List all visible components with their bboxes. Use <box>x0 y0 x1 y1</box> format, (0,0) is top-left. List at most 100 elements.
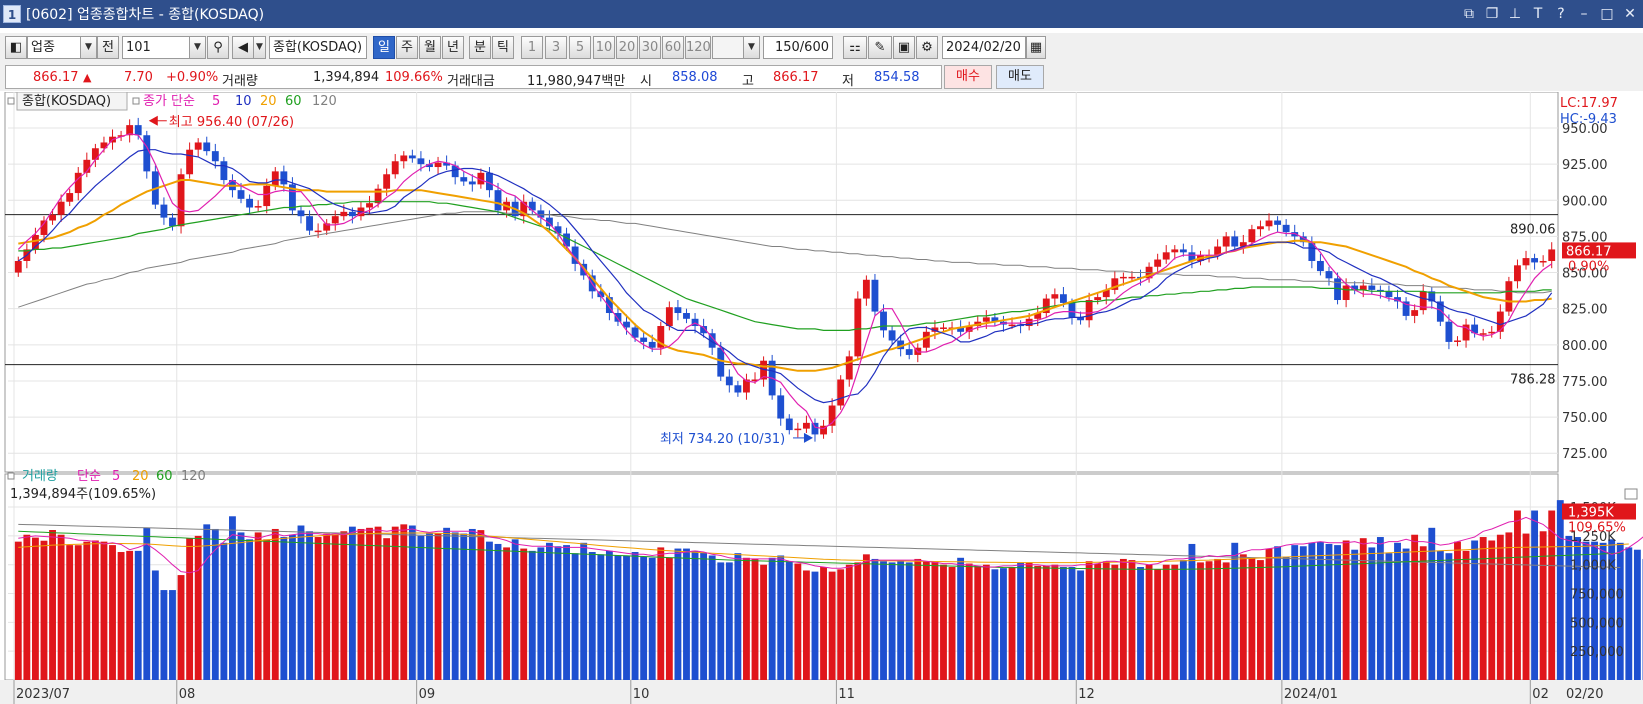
candle-body[interactable] <box>785 418 793 431</box>
volume-pane[interactable] <box>14 500 1643 680</box>
candle-body[interactable] <box>1214 246 1222 256</box>
volume-bar[interactable] <box>802 570 810 680</box>
volume-bar[interactable] <box>186 538 194 680</box>
volume-bar[interactable] <box>1591 541 1598 680</box>
volume-bar[interactable] <box>417 535 425 680</box>
candle-body[interactable] <box>1025 318 1033 327</box>
candle-body[interactable] <box>1385 291 1393 298</box>
volume-bar[interactable] <box>1402 548 1410 680</box>
interval-1-button[interactable]: 1 <box>521 36 543 59</box>
volume-bar[interactable] <box>143 527 151 680</box>
volume-bar[interactable] <box>503 547 511 680</box>
volume-bar[interactable] <box>1222 562 1230 680</box>
candle-body[interactable] <box>14 260 22 273</box>
volume-bar[interactable] <box>1522 533 1530 680</box>
candle-body[interactable] <box>494 190 502 211</box>
volume-bar[interactable] <box>777 555 785 680</box>
candle-body[interactable] <box>1034 313 1042 319</box>
candle-body[interactable] <box>623 321 630 328</box>
volume-bar[interactable] <box>348 526 356 680</box>
volume-bar[interactable] <box>426 533 433 680</box>
candle-body[interactable] <box>708 333 716 348</box>
volume-bar[interactable] <box>1359 538 1367 680</box>
candle-body[interactable] <box>837 379 845 406</box>
candle-body[interactable] <box>194 142 202 150</box>
sell-button[interactable]: 매도 <box>996 65 1044 89</box>
category-dropdown-icon[interactable]: ▼ <box>81 36 97 59</box>
candle-body[interactable] <box>571 246 579 264</box>
candle-body[interactable] <box>1539 260 1547 263</box>
candle-body[interactable] <box>66 193 74 202</box>
volume-bar[interactable] <box>820 567 827 680</box>
volume-bar[interactable] <box>905 562 913 680</box>
volume-bar[interactable] <box>1616 542 1624 680</box>
volume-bar[interactable] <box>49 530 56 680</box>
volume-bar[interactable] <box>700 552 708 680</box>
volume-bar[interactable] <box>1514 510 1521 680</box>
volume-bar[interactable] <box>400 524 408 680</box>
candle-body[interactable] <box>400 155 408 162</box>
volume-bar[interactable] <box>717 562 725 680</box>
candle-body[interactable] <box>1068 302 1076 318</box>
volume-bar[interactable] <box>1188 543 1196 680</box>
volume-bar[interactable] <box>1351 549 1359 680</box>
candle-body[interactable] <box>340 211 348 217</box>
volume-bar[interactable] <box>1394 542 1401 680</box>
price-pane-marker-icon[interactable] <box>7 97 15 105</box>
candle-body[interactable] <box>545 217 553 227</box>
volume-bar[interactable] <box>1573 537 1581 680</box>
volume-bar[interactable] <box>229 516 236 680</box>
volume-bar[interactable] <box>862 554 870 680</box>
volume-bar[interactable] <box>1556 500 1564 680</box>
volume-bar[interactable] <box>1025 562 1033 680</box>
volume-bar[interactable] <box>1282 556 1290 680</box>
volume-bar[interactable] <box>511 539 519 680</box>
candle-body[interactable] <box>1514 265 1521 282</box>
candle-body[interactable] <box>83 159 91 173</box>
maximize-icon[interactable]: □ <box>1600 6 1614 22</box>
candle-body[interactable] <box>323 223 331 231</box>
volume-bar[interactable] <box>640 556 648 680</box>
volume-bar[interactable] <box>66 545 74 680</box>
volume-bar[interactable] <box>383 538 391 680</box>
volume-bar[interactable] <box>1385 553 1393 680</box>
volume-bar[interactable] <box>743 557 750 680</box>
period-day-button[interactable]: 일 <box>373 36 395 59</box>
candle-body[interactable] <box>1531 258 1539 263</box>
candle-body[interactable] <box>1111 278 1119 290</box>
candle-body[interactable] <box>563 233 570 247</box>
volume-bar[interactable] <box>134 550 142 680</box>
volume-bar[interactable] <box>605 550 613 680</box>
candle-body[interactable] <box>854 298 862 357</box>
candle-body[interactable] <box>922 331 930 348</box>
help-icon[interactable]: ? <box>1557 6 1565 22</box>
candle-body[interactable] <box>777 395 785 419</box>
volume-bar[interactable] <box>1599 542 1607 680</box>
count-field[interactable]: 150/600 <box>763 36 833 59</box>
candle-body[interactable] <box>862 279 870 299</box>
candle-body[interactable] <box>1051 294 1059 299</box>
candle-body[interactable] <box>31 234 39 250</box>
candle-body[interactable] <box>794 428 802 431</box>
volume-bar[interactable] <box>1436 550 1444 680</box>
gear-icon[interactable]: ⚙ <box>916 36 938 59</box>
volume-bar[interactable] <box>1608 539 1616 680</box>
volume-bar[interactable] <box>1119 558 1127 680</box>
candle-body[interactable] <box>1488 331 1496 334</box>
interval-20-button[interactable]: 20 <box>616 36 638 59</box>
volume-bar[interactable] <box>708 555 716 680</box>
candle-body[interactable] <box>408 155 416 159</box>
volume-bar[interactable] <box>845 564 853 680</box>
volume-bar[interactable] <box>965 563 973 680</box>
volume-bar[interactable] <box>1248 557 1256 680</box>
candle-body[interactable] <box>203 142 211 152</box>
volume-bar[interactable] <box>314 537 322 680</box>
volume-bar[interactable] <box>1582 541 1590 680</box>
candle-body[interactable] <box>306 216 313 231</box>
index-label-box[interactable] <box>16 92 128 111</box>
volume-bar[interactable] <box>451 532 459 680</box>
candle-body[interactable] <box>331 216 339 224</box>
volume-bar[interactable] <box>760 564 768 680</box>
candle-body[interactable] <box>931 327 939 332</box>
volume-bar[interactable] <box>31 537 39 680</box>
